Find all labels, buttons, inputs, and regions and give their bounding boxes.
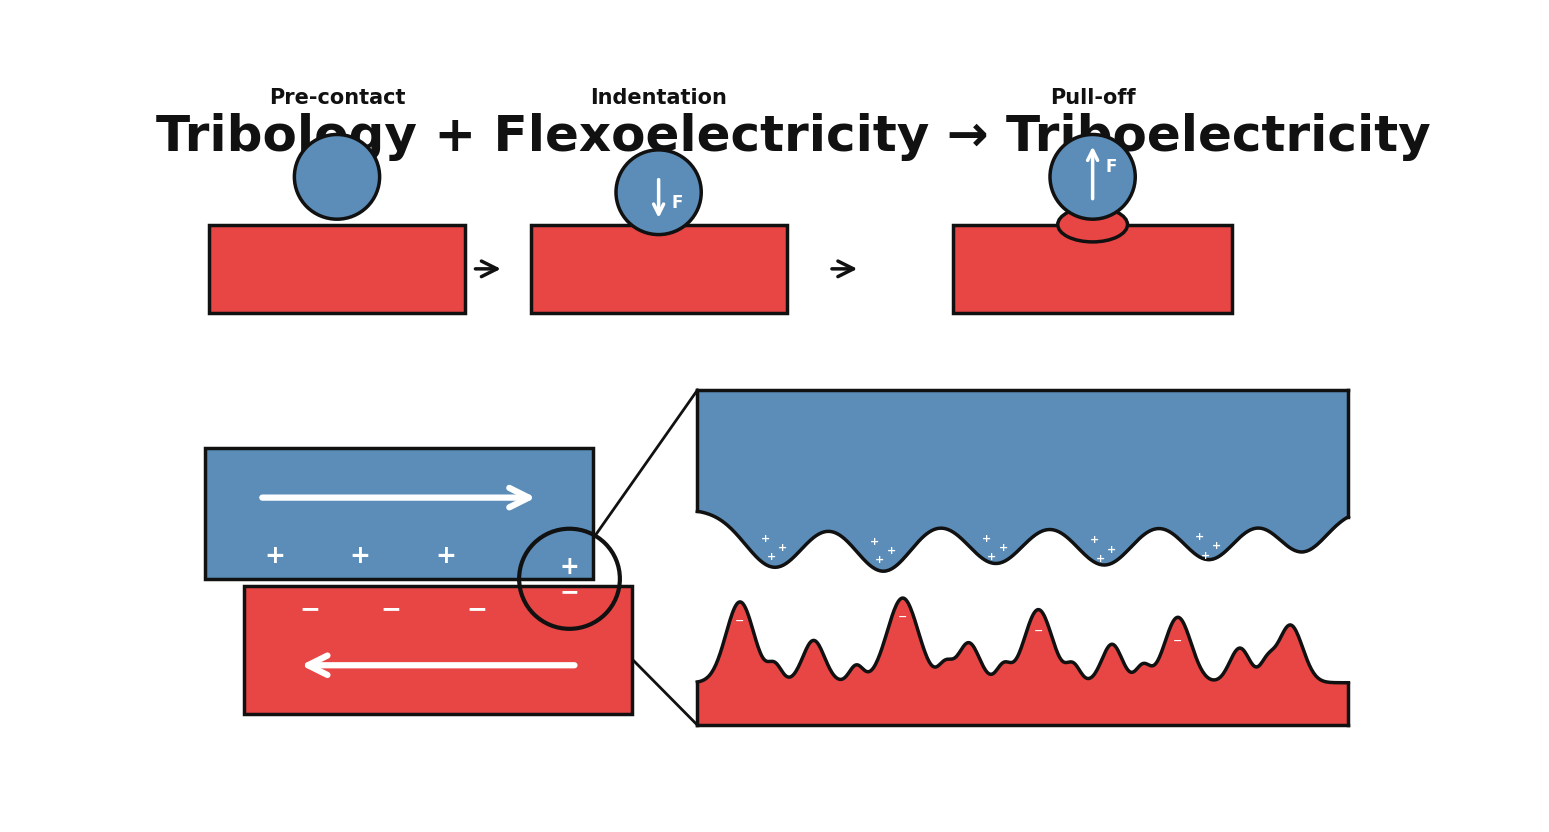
Text: +: + — [767, 552, 776, 562]
Circle shape — [1050, 135, 1135, 219]
Text: −: − — [898, 612, 908, 622]
Text: Tribology + Flexoelectricity → Triboelectricity: Tribology + Flexoelectricity → Triboelec… — [156, 113, 1431, 161]
Text: +: + — [886, 546, 895, 556]
Text: +: + — [982, 534, 991, 544]
Text: +: + — [869, 537, 878, 547]
Text: +: + — [435, 543, 455, 567]
Text: +: + — [1211, 542, 1221, 552]
Bar — [531, 225, 787, 313]
Text: F: F — [671, 194, 683, 212]
Bar — [206, 448, 593, 579]
Text: −: − — [299, 597, 321, 622]
Text: −: − — [381, 597, 401, 622]
Text: +: + — [559, 555, 579, 579]
Text: +: + — [350, 543, 370, 567]
Text: +: + — [987, 552, 996, 562]
Bar — [953, 225, 1231, 313]
Circle shape — [294, 135, 380, 219]
Text: +: + — [1095, 554, 1104, 564]
Text: +: + — [1108, 544, 1117, 554]
Bar — [245, 587, 632, 714]
Text: +: + — [761, 534, 770, 544]
Text: −: − — [466, 597, 486, 622]
Text: −: − — [1173, 636, 1182, 646]
Text: Indentation: Indentation — [590, 87, 726, 107]
Text: −: − — [1033, 626, 1042, 636]
Text: +: + — [265, 543, 285, 567]
Ellipse shape — [1058, 207, 1128, 242]
Text: +: + — [999, 543, 1008, 553]
Text: Pull-off: Pull-off — [1050, 87, 1135, 107]
Text: +: + — [1200, 551, 1210, 561]
Text: F: F — [1104, 158, 1117, 176]
Text: −: − — [559, 581, 579, 605]
Circle shape — [617, 150, 702, 235]
Text: +: + — [778, 543, 787, 553]
Text: +: + — [875, 555, 884, 565]
Text: +: + — [1194, 532, 1204, 542]
Text: +: + — [1090, 535, 1100, 545]
Text: Pre-contact: Pre-contact — [268, 87, 406, 107]
Bar — [209, 225, 465, 313]
Text: −: − — [736, 617, 745, 626]
